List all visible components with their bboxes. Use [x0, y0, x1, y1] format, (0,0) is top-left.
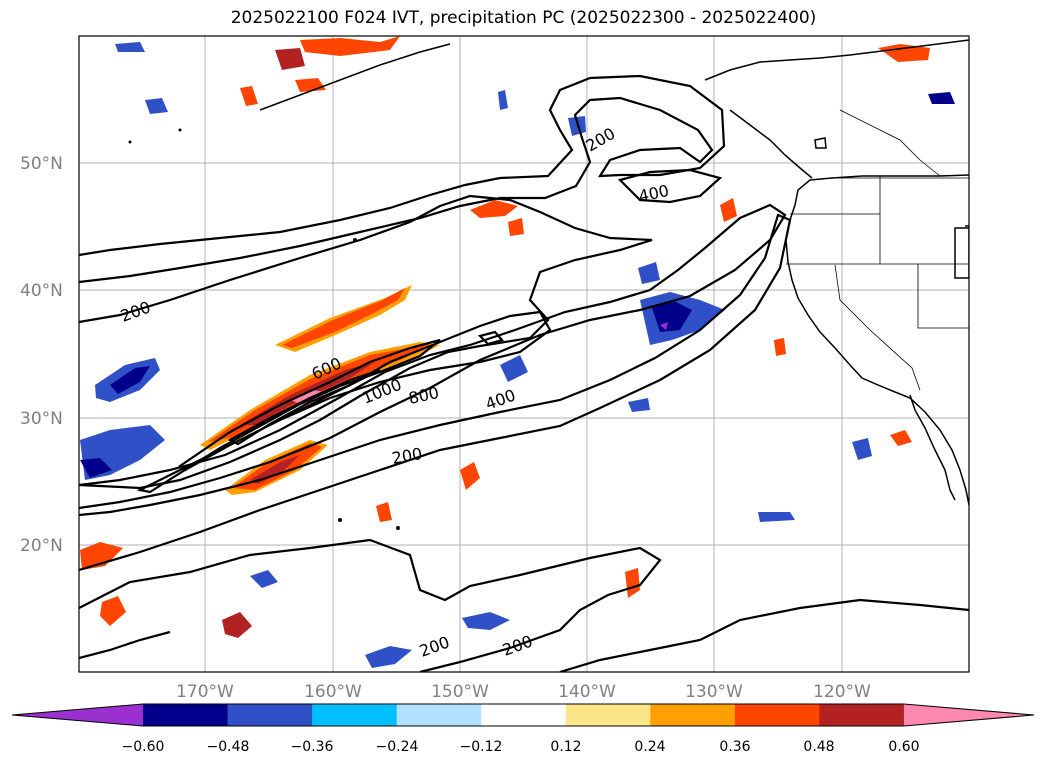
lon-label: 150°W	[431, 682, 489, 702]
colorbar-segment	[819, 704, 905, 726]
lat-labels: 50°N 40°N 30°N 20°N	[20, 154, 63, 556]
colorbar-tick: 0.36	[719, 739, 750, 755]
colorbar-segment	[396, 704, 482, 726]
lon-labels: 170°W 160°W 150°W 140°W 130°W 120°W	[176, 682, 871, 702]
colorbar-segment	[734, 704, 820, 726]
colorbar-ticks: −0.60 −0.48 −0.36 −0.24 −0.12 0.12 0.24 …	[122, 739, 920, 755]
colorbar-tick: 0.12	[550, 739, 581, 755]
colorbar-tick: −0.48	[207, 739, 250, 755]
colorbar-segment	[650, 704, 736, 726]
map-frame	[78, 35, 970, 673]
colorbar-tick: −0.60	[122, 739, 165, 755]
state-borders	[786, 109, 969, 391]
colorbar-segment	[565, 704, 651, 726]
lon-label: 140°W	[558, 682, 616, 702]
colorbar-extend-max	[903, 704, 1034, 726]
colorbar-extend-min	[12, 704, 143, 726]
lon-label: 160°W	[304, 682, 362, 702]
colorbar-tick: −0.12	[460, 739, 503, 755]
precip-negative-areas	[80, 42, 955, 668]
colorbar-outline	[11, 703, 1035, 727]
lat-label: 30°N	[20, 409, 63, 429]
map-area	[79, 36, 969, 672]
colorbar-tick: 0.24	[634, 739, 665, 755]
gridlines	[79, 36, 969, 672]
map-title: 2025022100 F024 IVT, precipitation PC (2…	[230, 8, 817, 28]
lon-label: 170°W	[176, 682, 234, 702]
lat-label: 50°N	[20, 154, 63, 174]
colorbar-segment	[143, 704, 229, 726]
lon-label: 120°W	[813, 682, 871, 702]
colorbar-segment	[312, 704, 398, 726]
colorbar-segment	[227, 704, 313, 726]
colorbar-tick: 0.48	[803, 739, 834, 755]
colorbar	[11, 703, 1035, 727]
lon-label: 130°W	[685, 682, 743, 702]
coastlines	[259, 39, 969, 506]
colorbar-tick: −0.24	[376, 739, 419, 755]
lat-label: 20°N	[20, 536, 63, 556]
colorbar-tick: −0.36	[291, 739, 334, 755]
islands	[128, 128, 400, 530]
lat-label: 40°N	[20, 281, 63, 301]
ivt-contours	[79, 74, 969, 672]
colorbar-tick: 0.60	[888, 739, 919, 755]
colorbar-segment	[481, 704, 567, 726]
